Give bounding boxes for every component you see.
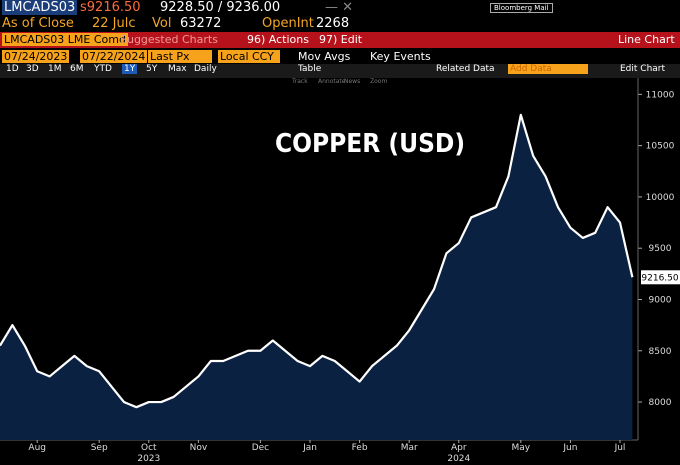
tool[interactable]: News: [344, 78, 361, 85]
x-tick-label: Jan: [302, 443, 317, 453]
last-value-box: [641, 270, 680, 285]
x-tick-label: Feb: [352, 443, 368, 453]
chart-title: COPPER (USD): [275, 129, 465, 159]
period-button[interactable]: 1D: [6, 64, 19, 74]
x-tick-label: Apr: [451, 443, 467, 453]
tool[interactable]: Zoom: [370, 78, 388, 85]
period-button[interactable]: 1M: [48, 64, 62, 74]
key-events[interactable]: Key Events: [370, 50, 431, 63]
chart: 8000 8500 9000 9500 10000 10500 11000 Aug Sep Oct…: [0, 78, 680, 464]
field-select[interactable]: Last Px: [148, 50, 212, 63]
period-button[interactable]: 5Y: [146, 64, 158, 74]
year-label: 2023: [137, 454, 160, 464]
y-tick-label: 10500: [646, 142, 675, 152]
tool[interactable]: Track: [292, 78, 308, 85]
window-controls[interactable]: — ✕: [325, 0, 354, 15]
oi: 2268: [316, 16, 350, 31]
period-button[interactable]: 3D: [26, 64, 39, 74]
period-button[interactable]: 6M: [70, 64, 84, 74]
frequency[interactable]: Daily: [194, 64, 217, 74]
line: [0, 113, 634, 409]
tool-bar: Track Annotate News Zoom: [0, 78, 680, 86]
period-bar: Daily Table Related Data Add Data Edit C…: [0, 64, 680, 78]
edit-chart[interactable]: Edit Chart: [620, 64, 666, 74]
ticker: LMCADS03: [2, 0, 78, 15]
related-data[interactable]: Related Data: [436, 64, 495, 74]
quote-bar: As of Close 22 Julc Vol 63272 OpenInt 22…: [0, 16, 680, 32]
table-button[interactable]: Table: [298, 64, 322, 74]
x-tick-label: Jul: [614, 443, 626, 453]
suggested-charts[interactable]: Suggested Charts: [120, 33, 218, 46]
command-bar: LMCADS03 LME Comd Suggested Charts 96) A…: [0, 32, 680, 48]
bid-ask: 9228.50 / 9236.00: [160, 0, 281, 15]
y-tick-label: 9500: [649, 244, 672, 254]
x-tick-label: Nov: [190, 443, 208, 453]
x-tick-label: Dec: [252, 443, 269, 453]
security-field[interactable]: LMCADS03 LME Comd: [2, 33, 128, 46]
period-button[interactable]: Max: [168, 64, 187, 74]
area: [0, 114, 633, 440]
y-tick-label: 9000: [649, 295, 672, 305]
x-tick-label: Oct: [141, 443, 157, 453]
start-date[interactable]: 07/24/2023: [2, 50, 70, 63]
x-tick-label: May: [511, 443, 530, 453]
x-tick-label: Aug: [28, 443, 46, 453]
vol-label: Vol: [152, 16, 172, 31]
add-data[interactable]: Add Data: [508, 64, 588, 74]
last-value-label: 9216.50: [641, 273, 678, 283]
as-of: As of Close: [2, 16, 74, 31]
y-tick-label: 8500: [649, 347, 672, 357]
tool[interactable]: Annotate: [318, 78, 346, 85]
edit-menu[interactable]: 97) Edit: [316, 33, 366, 46]
actions-menu[interactable]: 96) Actions: [244, 33, 312, 46]
mov-avgs[interactable]: Mov Avgs: [298, 50, 351, 63]
as-of-date: 22 Julc: [92, 16, 136, 31]
y-tick-label: 10000: [646, 193, 675, 203]
chart-kind: Line Chart: [618, 33, 675, 46]
end-date[interactable]: 07/22/2024: [80, 50, 148, 63]
settings-bar: 07/24/2023 07/22/2024 Last Px Local CCY …: [0, 50, 680, 64]
mail-button[interactable]: Bloomberg Mail: [490, 3, 553, 13]
year-label: 2024: [447, 454, 470, 464]
period-button[interactable]: 1Y: [122, 64, 138, 74]
currency-select[interactable]: Local CCY: [218, 50, 280, 63]
x-tick-label: Mar: [401, 443, 418, 453]
y-tick-label: 11000: [646, 90, 675, 100]
x-tick-label: Sep: [91, 443, 108, 453]
vol: 63272: [180, 16, 222, 31]
y-tick-label: 8000: [649, 398, 672, 408]
oi-label: OpenInt: [262, 16, 314, 31]
period-button[interactable]: YTD: [94, 64, 112, 74]
x-tick-label: Jun: [562, 443, 577, 453]
title-bar: LMCADS03 s9216.50 9228.50 / 9236.00 — ✕ …: [0, 0, 680, 17]
last-price: s9216.50: [80, 0, 141, 15]
